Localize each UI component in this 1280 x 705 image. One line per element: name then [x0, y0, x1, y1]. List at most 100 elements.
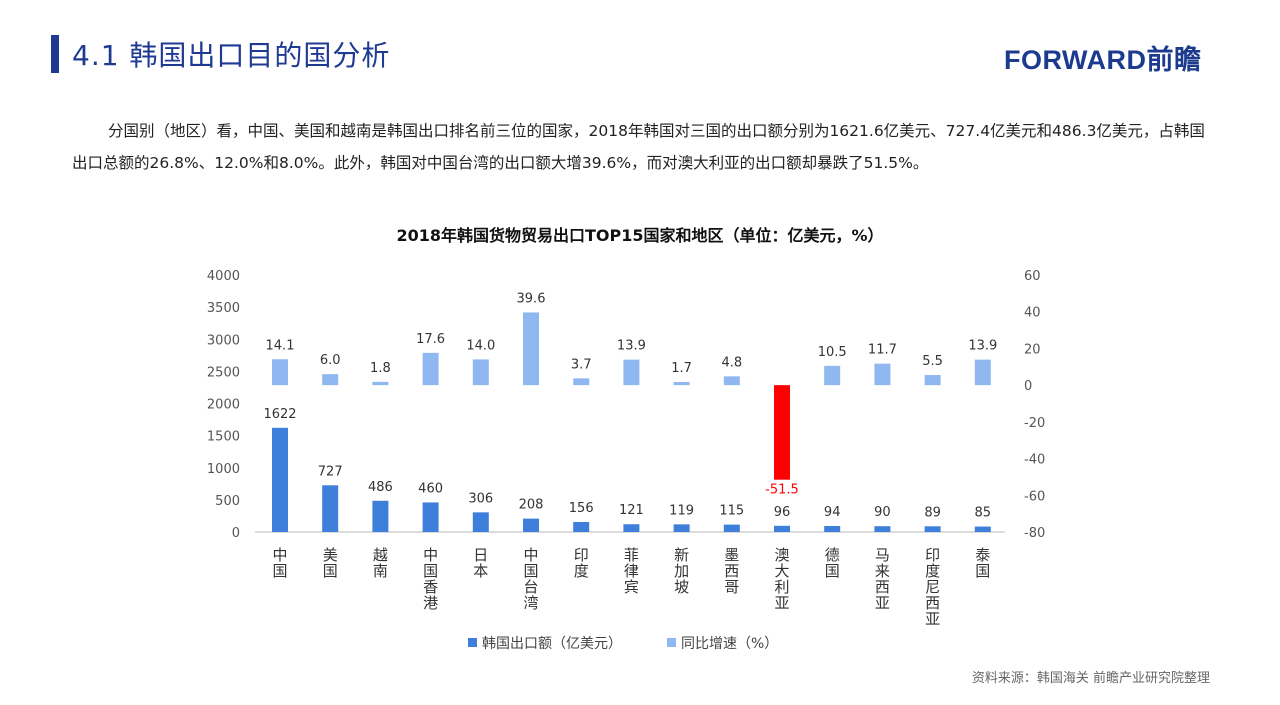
growth-bar	[523, 312, 539, 386]
export-value-label: 90	[874, 505, 891, 520]
export-bar	[723, 524, 740, 532]
category-label-char: 湾	[523, 594, 538, 612]
source-note: 资料来源：韩国海关 前瞻产业研究院整理	[971, 671, 1210, 686]
category-label-char: 南	[373, 562, 388, 580]
growth-value-label: 11.7	[868, 343, 897, 358]
growth-value-label: 14.0	[466, 338, 495, 353]
growth-bar	[874, 363, 891, 386]
category-label-char: 国	[272, 562, 287, 580]
export-value-label: 486	[368, 480, 393, 495]
export-value-label: 119	[669, 503, 694, 518]
export-bar	[573, 521, 590, 532]
growth-value-label: 17.6	[416, 332, 445, 347]
category-label-char: 度	[925, 562, 940, 580]
category-label-char: 美	[323, 546, 338, 564]
export-bar	[422, 502, 439, 532]
category-label-char: 西	[724, 562, 739, 580]
growth-value-label: 13.9	[617, 339, 646, 354]
category-label-char: 哥	[724, 578, 739, 596]
export-bar	[924, 526, 941, 532]
category-label-char: 大	[774, 562, 789, 580]
growth-value-label: 14.1	[266, 338, 295, 353]
category-label-char: 西	[875, 578, 890, 596]
page-title: 4.1 韩国出口目的国分析	[72, 39, 391, 72]
export-value-label: 727	[318, 464, 343, 479]
growth-bar	[974, 359, 991, 386]
summary-paragraph: 分国别（地区）看，中国、美国和越南是韩国出口排名前三位的国家，2018年韩国对三…	[72, 122, 1205, 172]
growth-value-label: 1.7	[671, 361, 692, 376]
right-axis-tick: -60	[1024, 489, 1045, 504]
category-label-char: 国	[825, 562, 840, 580]
export-bar	[472, 512, 489, 532]
category-label-char: 马	[875, 546, 890, 564]
category-label-char: 国	[975, 562, 990, 580]
growth-value-label: 10.5	[818, 345, 847, 360]
category-label-char: 亚	[925, 610, 940, 628]
left-axis-tick: 4000	[207, 269, 240, 284]
growth-bar	[372, 381, 389, 386]
category-label-char: 度	[574, 562, 589, 580]
category-label-char: 菲	[624, 546, 639, 564]
export-value-label: 1622	[263, 407, 296, 422]
growth-bar	[422, 352, 439, 386]
export-bar	[974, 526, 991, 532]
right-axis-tick: 40	[1024, 306, 1041, 321]
growth-bar	[723, 376, 740, 386]
export-value-label: 156	[569, 501, 594, 516]
export-value-label: 96	[774, 505, 791, 520]
growth-bar	[272, 359, 288, 386]
category-label-char: 日	[473, 546, 488, 564]
growth-bar	[573, 378, 590, 386]
category-label-char: 中	[272, 546, 287, 564]
growth-bar	[774, 385, 790, 480]
category-label-char: 中	[523, 546, 538, 564]
right-axis-tick: -40	[1024, 453, 1045, 468]
export-bar	[673, 524, 690, 532]
category-label-char: 澳	[774, 546, 789, 564]
category-label-char: 中	[423, 546, 438, 564]
category-label-char: 加	[674, 562, 689, 580]
category-label-char: 尼	[925, 578, 940, 596]
export-value-label: 85	[975, 506, 992, 521]
export-value-label: 121	[619, 503, 644, 518]
category-label-char: 律	[624, 562, 639, 580]
export-bar	[623, 524, 640, 532]
legend-label-export: 韩国出口额（亿美元）	[482, 636, 622, 652]
category-label-char: 坡	[674, 578, 689, 596]
chart-title: 2018年韩国货物贸易出口TOP15国家和地区（单位：亿美元，%）	[396, 226, 884, 245]
export-bar	[874, 526, 891, 532]
right-axis-tick: 60	[1024, 269, 1041, 284]
category-label-char: 香	[423, 578, 438, 596]
growth-value-label: 5.5	[922, 354, 943, 369]
category-label-char: 亚	[774, 594, 789, 612]
growth-value-label: 1.8	[370, 361, 391, 376]
category-label-char: 亚	[875, 594, 890, 612]
growth-bar	[673, 382, 690, 386]
growth-bar	[924, 375, 941, 386]
export-bar	[272, 427, 288, 532]
category-label-char: 利	[774, 578, 789, 596]
category-label-char: 新	[674, 546, 689, 564]
category-label-char: 印	[925, 546, 940, 564]
legend-swatch-growth	[667, 638, 676, 647]
left-axis-tick: 3000	[207, 333, 240, 348]
export-value-label: 115	[719, 504, 744, 519]
left-axis-tick: 1500	[207, 430, 240, 445]
export-bar	[372, 500, 389, 532]
category-label-char: 墨	[724, 546, 739, 564]
export-value-label: 208	[519, 498, 544, 513]
category-label-char: 西	[925, 594, 940, 612]
growth-value-label: 6.0	[320, 353, 341, 368]
export-value-label: 94	[824, 505, 841, 520]
export-bar	[322, 485, 339, 532]
growth-bar	[322, 374, 339, 386]
export-bar	[824, 525, 841, 532]
legend-swatch-export	[468, 638, 477, 647]
growth-value-label: 39.6	[517, 291, 546, 306]
category-label-char: 泰	[975, 546, 990, 564]
right-axis-tick: 20	[1024, 342, 1041, 357]
category-label-char: 国	[323, 562, 338, 580]
category-label-char: 国	[423, 562, 438, 580]
category-label-char: 来	[875, 562, 890, 580]
